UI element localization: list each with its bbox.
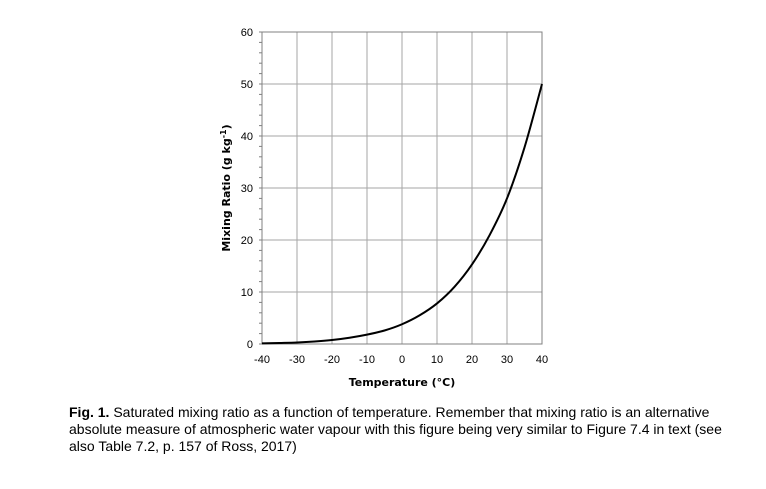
x-tick-labels: -40 -30 -20 -10 0 10 20 30 40 — [254, 354, 548, 366]
x-tick-label: -10 — [359, 354, 375, 366]
x-tick-label: -30 — [289, 354, 305, 366]
x-tick-label: -40 — [254, 354, 270, 366]
x-tick-label: 40 — [536, 354, 548, 366]
y-tick-label: 30 — [241, 183, 253, 195]
y-tick-labels: 0 10 20 30 40 50 60 — [241, 27, 253, 351]
mixing-ratio-curve — [261, 83, 543, 345]
mixing-ratio-chart: -40 -30 -20 -10 0 10 20 30 40 0 10 20 30 40 50 60 Temp… — [219, 27, 548, 389]
y-tick-label: 0 — [247, 339, 253, 351]
y-tick-label: 40 — [241, 131, 253, 143]
grid-lines — [261, 31, 543, 345]
x-tick-label: 0 — [399, 354, 405, 366]
x-axis-title: Temperature (°C) — [349, 376, 456, 389]
y-tick-label: 10 — [241, 287, 253, 299]
y-tick-label: 20 — [241, 235, 253, 247]
x-tick-label: 10 — [431, 354, 443, 366]
x-tick-label: 30 — [501, 354, 513, 366]
y-tick-label: 60 — [241, 27, 253, 39]
y-axis-title-exponent: -1 — [219, 129, 228, 138]
figure-caption: Fig. 1. Saturated mixing ratio as a func… — [69, 404, 729, 455]
x-tick-label: 20 — [466, 354, 478, 366]
caption-label: Fig. 1. — [69, 404, 110, 420]
y-tick-label: 50 — [241, 79, 253, 91]
y-minor-ticks — [259, 31, 262, 345]
y-axis-title-close: ) — [220, 124, 233, 129]
y-axis-title-main: Mixing Ratio (g kg — [220, 138, 233, 251]
x-tick-label: -20 — [324, 354, 340, 366]
y-axis-title: Mixing Ratio (g kg-1) — [219, 124, 233, 251]
caption-text: Saturated mixing ratio as a function of … — [69, 404, 722, 454]
